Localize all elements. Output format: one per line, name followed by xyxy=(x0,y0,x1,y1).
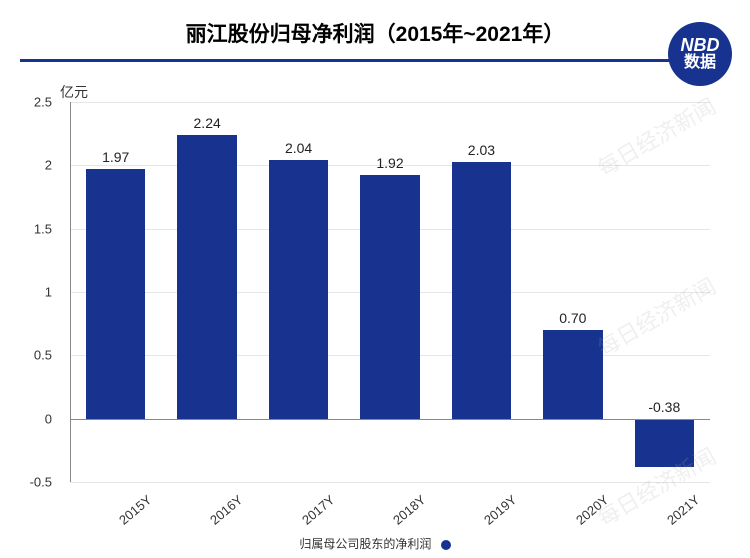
badge-line2: 数据 xyxy=(684,55,716,72)
ytick-label: 1 xyxy=(0,285,60,300)
bar-value-label: 0.70 xyxy=(559,310,586,326)
bar-value-label: 2.03 xyxy=(468,142,495,158)
ytick-label: 1.5 xyxy=(0,221,60,236)
gridline xyxy=(70,482,710,483)
ytick-label: 0 xyxy=(0,411,60,426)
chart-header: 丽江股份归母净利润（2015年~2021年） xyxy=(0,0,750,68)
ytick-label: 2.5 xyxy=(0,95,60,110)
xtick-label: 2015Y xyxy=(116,492,154,528)
chart-area: 亿元 -0.5 0 0.5 1 1.5 2 2.5 1.97 2.24 2.04 1.92 2.03… xyxy=(0,72,750,512)
legend-label: 归属母公司股东的净利润 xyxy=(299,537,431,551)
zero-axis-line xyxy=(70,419,710,420)
bar xyxy=(177,135,236,419)
chart-container: 丽江股份归母净利润（2015年~2021年） NBD 数据 亿元 -0.5 0 0.… xyxy=(0,0,750,558)
bar xyxy=(543,330,602,419)
ytick-label: -0.5 xyxy=(0,475,60,490)
bar xyxy=(269,160,328,418)
bar-value-label: 1.92 xyxy=(376,155,403,171)
title-underline xyxy=(20,59,730,62)
bar xyxy=(86,169,145,419)
bar-value-label: 1.97 xyxy=(102,149,129,165)
y-axis-line xyxy=(70,102,71,482)
xtick-label: 2021Y xyxy=(664,492,702,528)
bar xyxy=(635,419,694,467)
ytick-label: 2 xyxy=(0,158,60,173)
xtick-label: 2018Y xyxy=(390,492,428,528)
xtick-label: 2016Y xyxy=(207,492,245,528)
bar-value-label: -0.38 xyxy=(648,399,680,415)
xtick-label: 2020Y xyxy=(573,492,611,528)
legend: 归属母公司股东的净利润 xyxy=(0,535,750,552)
chart-title: 丽江股份归母净利润（2015年~2021年） xyxy=(0,18,750,48)
bar-value-label: 2.04 xyxy=(285,140,312,156)
xtick-label: 2017Y xyxy=(299,492,337,528)
legend-marker xyxy=(441,540,451,550)
nbd-badge: NBD 数据 xyxy=(668,22,732,86)
bar xyxy=(360,175,419,418)
ytick-label: 0.5 xyxy=(0,348,60,363)
yaxis-unit-label: 亿元 xyxy=(60,82,88,102)
bar xyxy=(452,162,511,419)
xtick-label: 2019Y xyxy=(481,492,519,528)
bar-value-label: 2.24 xyxy=(194,115,221,131)
badge-line1: NBD xyxy=(681,36,720,55)
